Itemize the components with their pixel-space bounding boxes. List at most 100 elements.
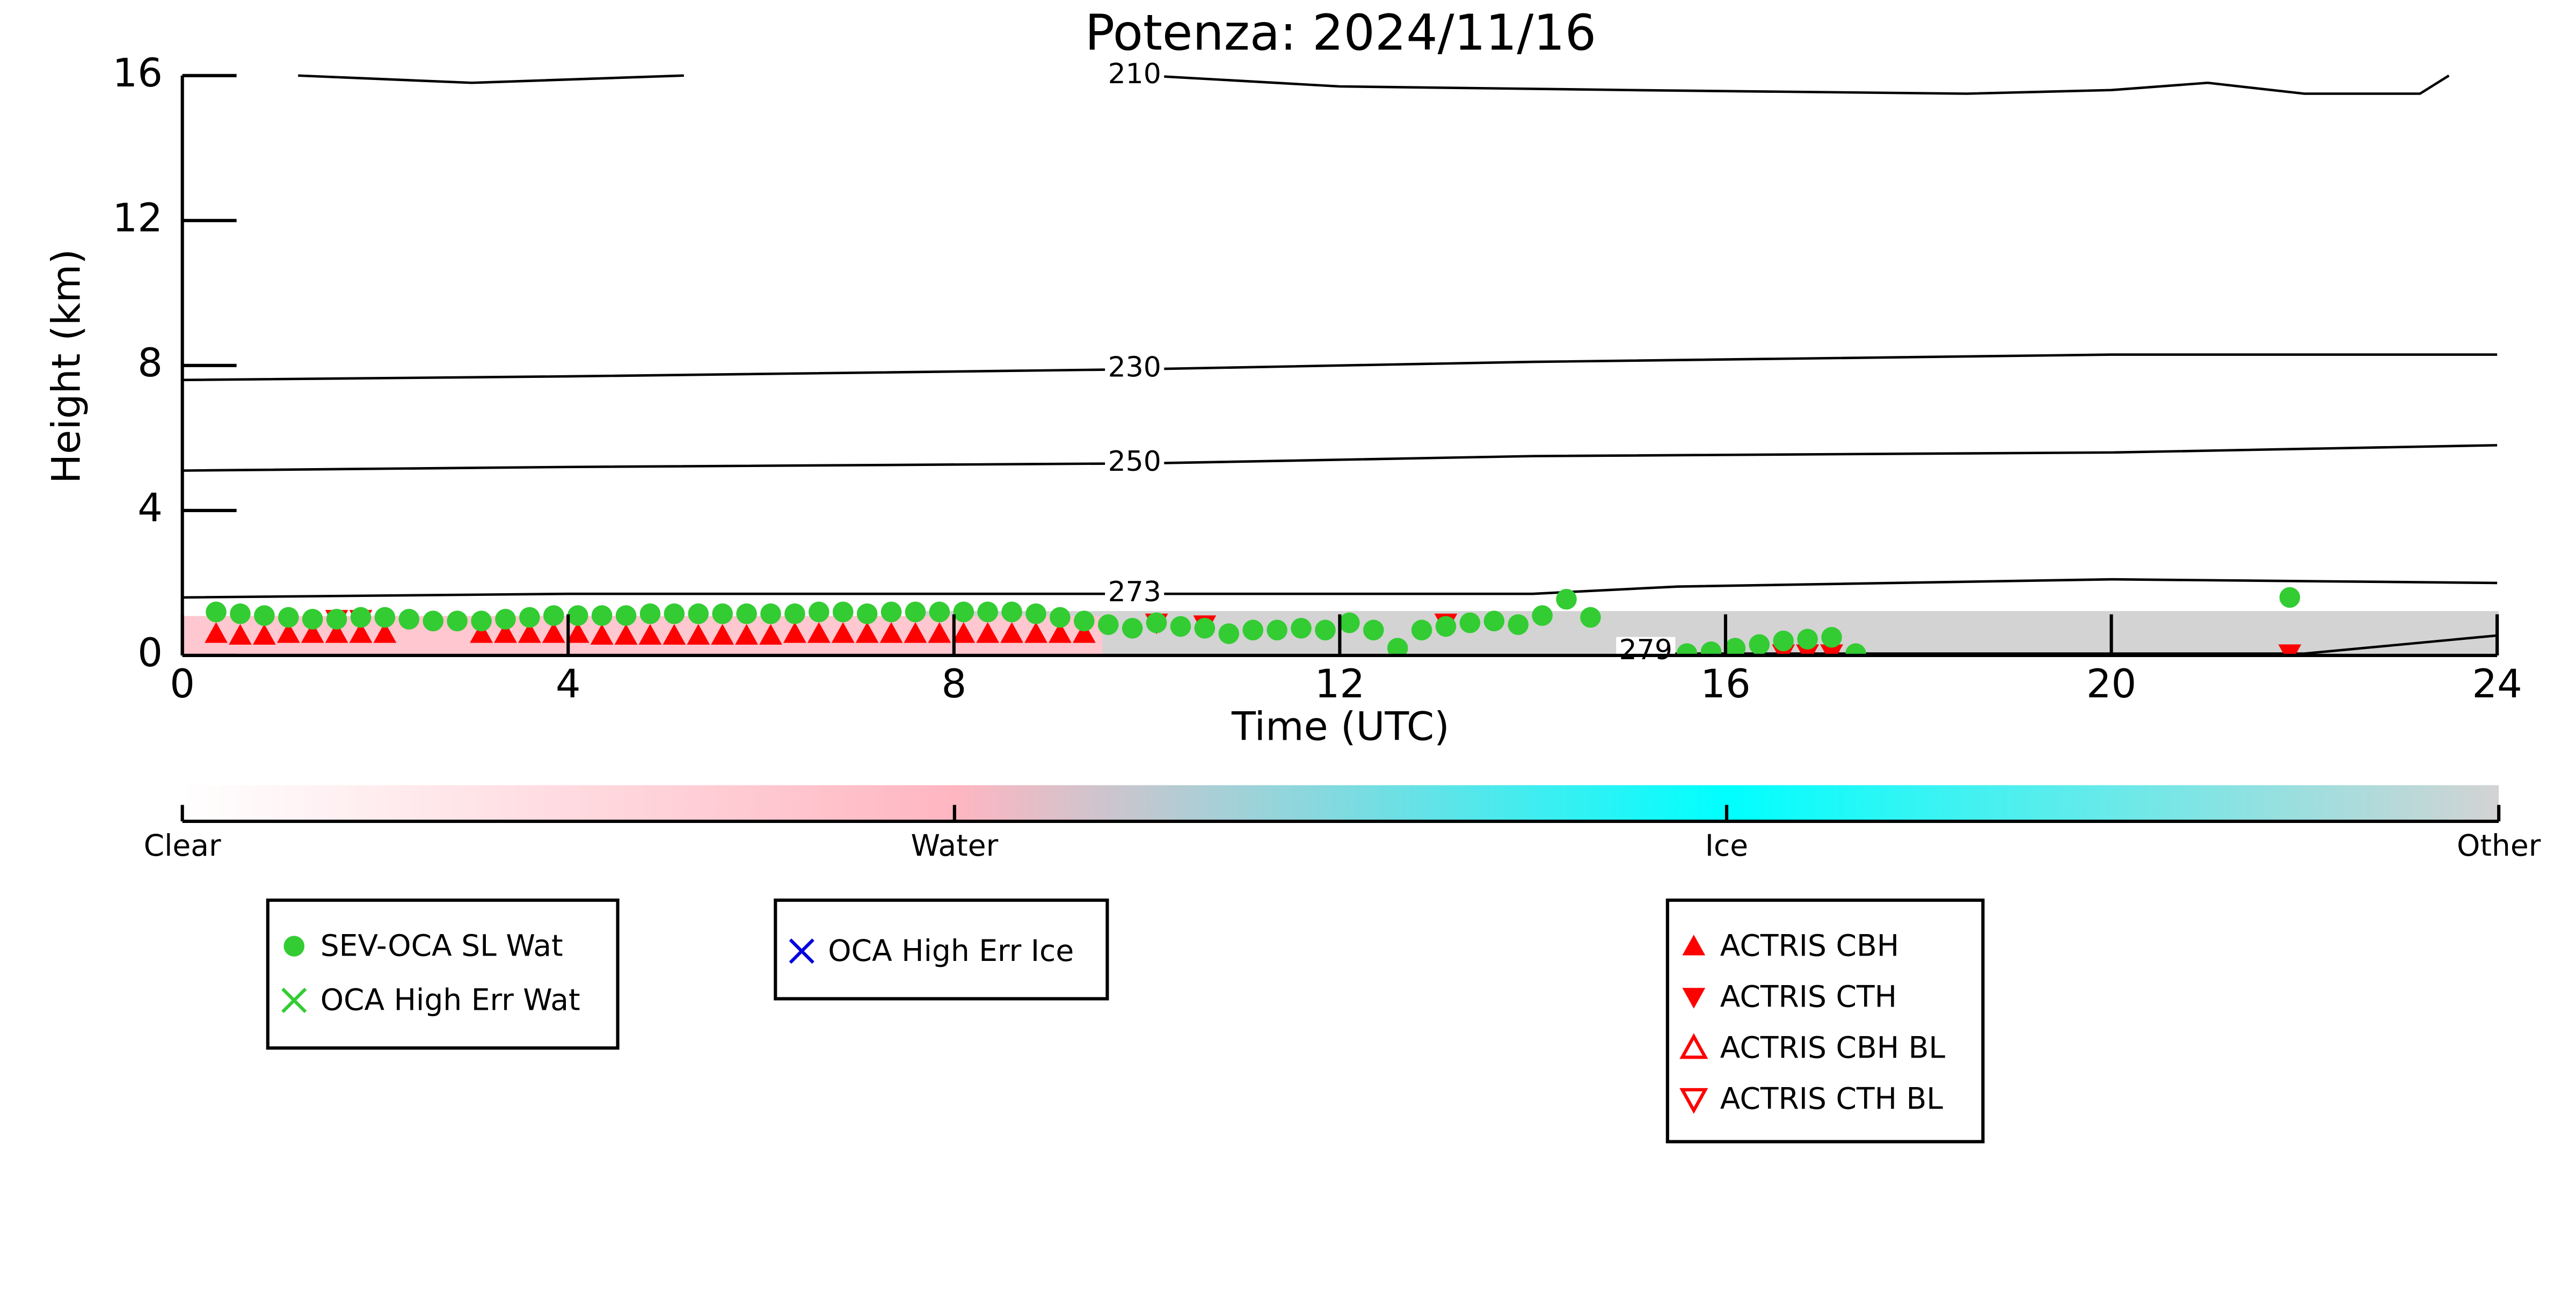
marker [1821, 626, 1842, 648]
marker [1339, 612, 1360, 633]
marker [1001, 601, 1022, 623]
marker [542, 622, 565, 643]
x-tick-label: 8 [941, 661, 966, 707]
marker [1315, 620, 1336, 640]
contour-label-bg [1616, 637, 1676, 667]
legend-label: OCA High Err Wat [321, 983, 580, 1017]
marker [688, 603, 709, 624]
legend-label: OCA High Err Ice [828, 934, 1074, 968]
marker [1459, 612, 1481, 633]
x-axis-label: Time (UTC) [1231, 704, 1450, 750]
marker [1363, 620, 1384, 640]
marker [543, 605, 564, 626]
x-tick-label: 20 [2086, 661, 2136, 707]
marker [977, 601, 998, 623]
marker [1146, 612, 1167, 633]
marker [735, 624, 758, 645]
marker [614, 624, 638, 645]
y-axis-label: Height (km) [44, 249, 90, 484]
contour-label: 210 [1108, 58, 1161, 90]
chart-title: Potenza: 2024/11/16 [1085, 4, 1596, 62]
legend-label: ACTRIS CTH BL [1720, 1081, 1943, 1116]
marker [759, 624, 782, 645]
marker [832, 601, 854, 623]
marker [252, 624, 276, 645]
marker [1291, 618, 1312, 639]
marker [1682, 988, 1706, 1009]
marker [1749, 634, 1770, 655]
marker [374, 607, 396, 628]
marker [687, 624, 710, 645]
marker [349, 622, 373, 643]
colorbar-label: Water [911, 828, 998, 863]
marker [783, 622, 806, 643]
marker [664, 603, 685, 624]
contour-line [182, 444, 2498, 472]
marker [1048, 622, 1072, 643]
legend-label: ACTRIS CBH BL [1720, 1030, 1946, 1065]
marker [760, 603, 781, 624]
marker [639, 603, 661, 624]
marker [1411, 620, 1432, 640]
contour-label-bg [1105, 61, 1165, 91]
marker [855, 622, 879, 643]
marker [904, 622, 927, 643]
marker [1050, 607, 1071, 628]
marker [1724, 638, 1746, 657]
marker [2279, 587, 2301, 608]
marker [881, 601, 902, 623]
marker [784, 603, 805, 624]
marker [905, 601, 926, 623]
marker [1218, 623, 1240, 644]
y-tick-label: 16 [112, 50, 162, 96]
legend-label: ACTRIS CBH [1720, 929, 1899, 963]
marker [301, 622, 324, 643]
marker [789, 938, 814, 964]
marker [1122, 618, 1143, 639]
marker [566, 622, 590, 643]
x-tick-label: 16 [1700, 661, 1750, 707]
legend-box [1665, 898, 1985, 1143]
marker [205, 622, 228, 643]
marker [302, 609, 323, 630]
marker [1435, 616, 1457, 637]
marker [398, 609, 420, 630]
marker [283, 936, 305, 957]
contour-line [1146, 74, 2450, 95]
marker [281, 987, 307, 1014]
x-tick-label: 12 [1315, 661, 1365, 707]
marker [495, 609, 516, 630]
contour-label: 279 [1619, 634, 1672, 666]
marker [519, 607, 540, 628]
marker [350, 607, 372, 628]
marker [1508, 614, 1529, 635]
marker [1580, 607, 1601, 628]
marker [254, 605, 275, 626]
marker [929, 601, 950, 623]
contour-label-bg [1105, 448, 1165, 478]
contour-label-bg [1105, 354, 1165, 384]
y-tick-label: 0 [137, 630, 163, 676]
marker [373, 622, 397, 643]
marker [471, 610, 492, 632]
contour-label: 230 [1108, 352, 1161, 384]
marker [567, 605, 588, 626]
marker [518, 622, 541, 643]
marker [712, 603, 733, 624]
contour-label: 273 [1108, 576, 1161, 608]
y-tick-label: 12 [112, 195, 162, 241]
marker [1242, 620, 1263, 640]
marker [1194, 618, 1216, 639]
marker [494, 622, 517, 643]
marker [591, 605, 613, 626]
marker [736, 603, 757, 624]
marker [638, 624, 662, 645]
marker [447, 610, 468, 632]
marker [1679, 1088, 1708, 1114]
marker [1170, 616, 1191, 637]
legend-label: ACTRIS CTH [1720, 980, 1897, 1014]
marker [1797, 629, 1818, 650]
marker [206, 601, 227, 623]
contour-line [298, 74, 684, 84]
